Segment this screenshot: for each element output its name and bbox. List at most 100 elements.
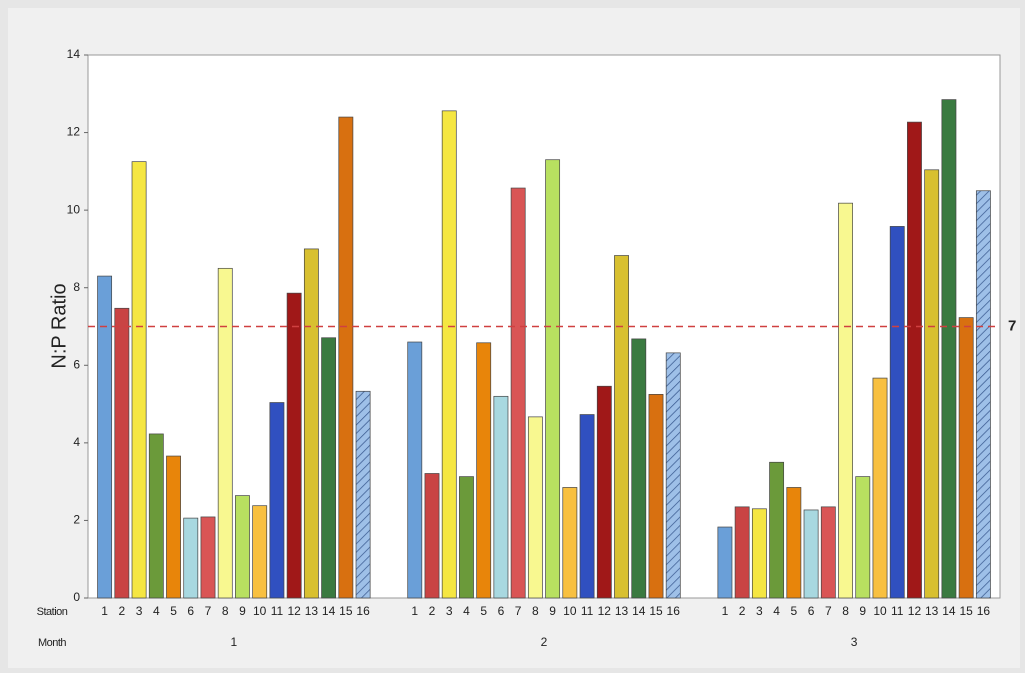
station-label: 3 — [446, 604, 453, 618]
bar — [717, 526, 733, 599]
station-label: 12 — [598, 604, 612, 618]
station-label: 14 — [632, 604, 646, 618]
bar — [269, 402, 285, 599]
bar — [665, 352, 681, 599]
bar — [958, 317, 974, 599]
station-label: 8 — [842, 604, 849, 618]
station-label: 4 — [153, 604, 160, 618]
station-label: 9 — [239, 604, 246, 618]
station-label: 4 — [773, 604, 780, 618]
station-label: 8 — [222, 604, 229, 618]
station-row-label: Station — [37, 606, 68, 618]
station-label: 2 — [429, 604, 436, 618]
bar — [166, 455, 181, 599]
station-label: 10 — [563, 604, 577, 618]
month-label: 1 — [231, 635, 238, 649]
y-tick-label: 12 — [67, 125, 81, 139]
month-row-label: Month — [38, 637, 66, 649]
station-label: 15 — [649, 604, 663, 618]
bar — [148, 433, 164, 599]
y-tick-label: 10 — [67, 202, 81, 216]
bar — [907, 121, 922, 599]
bar — [941, 99, 957, 599]
station-label: 8 — [532, 604, 539, 618]
bar — [596, 385, 612, 599]
bar — [355, 390, 371, 599]
station-label: 6 — [498, 604, 505, 618]
bar — [321, 337, 337, 599]
bar — [924, 169, 940, 599]
station-label: 5 — [170, 604, 177, 618]
bar — [303, 248, 319, 599]
y-tick-label: 0 — [73, 590, 80, 604]
bar — [114, 307, 130, 599]
bar — [235, 495, 250, 599]
station-label: 14 — [942, 604, 956, 618]
bar — [493, 395, 509, 599]
station-label: 2 — [739, 604, 746, 618]
station-label: 11 — [891, 604, 904, 618]
bar — [407, 341, 423, 599]
bar — [286, 292, 302, 599]
bar — [872, 377, 888, 599]
station-label: 9 — [859, 604, 866, 618]
bar — [183, 517, 199, 599]
bar — [648, 394, 664, 599]
station-label: 6 — [187, 604, 194, 618]
bar — [441, 110, 457, 599]
bar — [751, 508, 767, 599]
bar — [855, 476, 871, 599]
bar — [786, 487, 802, 599]
bar — [510, 187, 526, 599]
bar — [769, 461, 785, 599]
y-tick-label: 2 — [73, 513, 80, 527]
bar — [200, 516, 216, 599]
station-label: 15 — [959, 604, 973, 618]
bar — [889, 226, 905, 599]
station-label: 11 — [581, 604, 594, 618]
bar — [579, 414, 595, 599]
station-label: 5 — [480, 604, 487, 618]
station-label: 7 — [825, 604, 832, 618]
bar — [562, 487, 578, 599]
station-label: 16 — [667, 604, 681, 618]
station-label: 13 — [925, 604, 939, 618]
bar — [545, 159, 561, 599]
bar — [820, 506, 836, 599]
station-label: 9 — [549, 604, 556, 618]
station-label: 10 — [873, 604, 887, 618]
reference-label: 7 — [1008, 317, 1016, 334]
bar — [838, 202, 853, 599]
y-tick-label: 4 — [73, 435, 80, 449]
bar — [631, 338, 647, 599]
bar — [975, 190, 991, 599]
station-label: 12 — [908, 604, 922, 618]
bar — [97, 275, 113, 599]
bar — [131, 161, 147, 599]
bar — [476, 342, 492, 599]
station-label: 1 — [101, 604, 108, 618]
station-label: 1 — [411, 604, 418, 618]
bar — [734, 506, 750, 599]
bar — [459, 476, 474, 599]
bar — [338, 116, 354, 599]
station-label: 14 — [322, 604, 336, 618]
station-label: 2 — [119, 604, 126, 618]
bar — [527, 416, 543, 599]
month-label: 2 — [541, 635, 548, 649]
station-label: 13 — [305, 604, 319, 618]
y-tick-label: 8 — [73, 280, 80, 294]
month-label: 3 — [851, 635, 858, 649]
station-label: 6 — [808, 604, 815, 618]
station-label: 16 — [977, 604, 991, 618]
bar — [424, 473, 440, 599]
station-label: 11 — [271, 604, 284, 618]
station-label: 1 — [722, 604, 729, 618]
bar — [614, 255, 629, 599]
station-label: 13 — [615, 604, 629, 618]
bar — [803, 509, 819, 599]
station-label: 3 — [756, 604, 763, 618]
station-label: 7 — [515, 604, 522, 618]
station-label: 10 — [253, 604, 267, 618]
